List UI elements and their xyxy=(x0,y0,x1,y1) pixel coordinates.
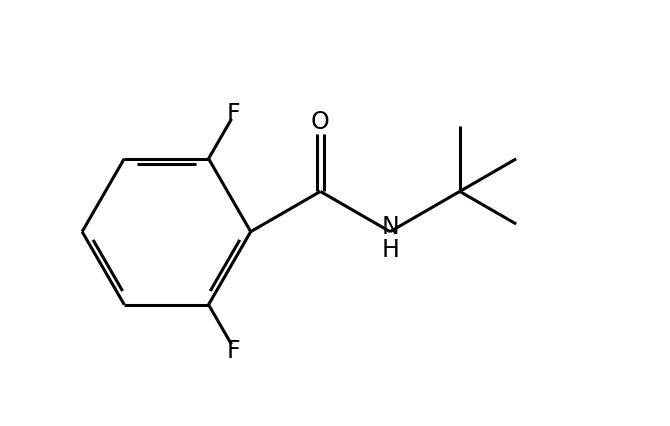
Text: F: F xyxy=(226,102,240,126)
Text: O: O xyxy=(311,109,330,134)
Text: H: H xyxy=(381,237,399,261)
Text: N: N xyxy=(381,214,399,238)
Text: F: F xyxy=(226,338,240,362)
